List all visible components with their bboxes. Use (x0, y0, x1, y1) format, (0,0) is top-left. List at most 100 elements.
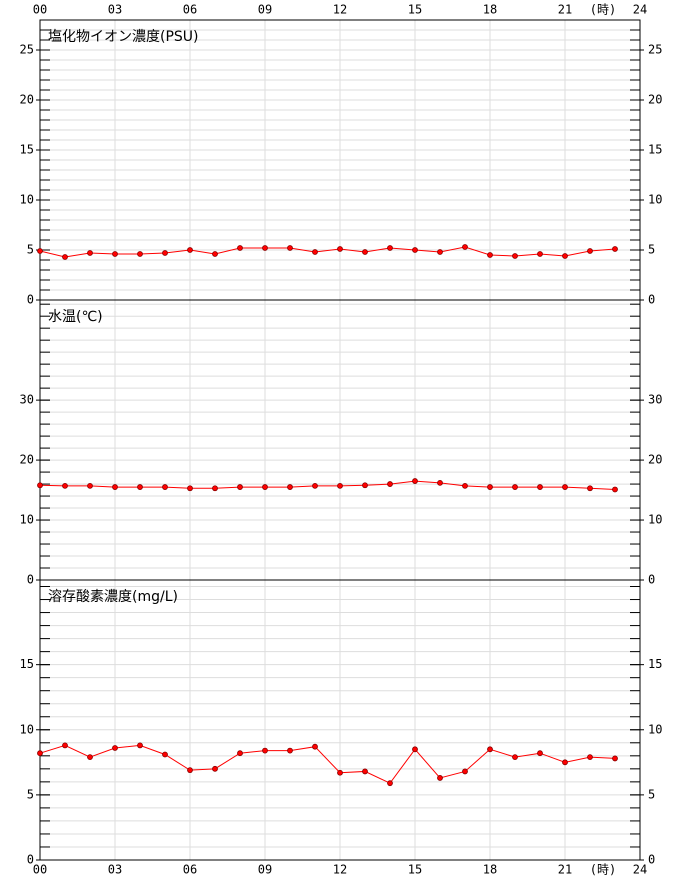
x-tick-label: 03 (108, 863, 122, 877)
data-point (87, 482, 93, 489)
data-point (312, 249, 318, 255)
panel-title: 塩化物イオン濃度(PSU) (48, 29, 199, 45)
data-point (262, 245, 268, 251)
y-tick-label: 10 (20, 193, 34, 207)
panel-title: 水温(℃) (48, 309, 103, 325)
x-tick-label: 00 (33, 863, 47, 877)
data-point (587, 485, 593, 492)
data-point (362, 768, 368, 775)
x-tick-label: 00 (33, 3, 47, 17)
panel-title: 溶存酸素濃度(mg/L) (48, 589, 178, 605)
y-tick-label: 10 (20, 513, 34, 527)
y-tick-label: 20 (648, 93, 662, 107)
x-tick-label: 12 (333, 3, 347, 17)
x-tick-label: 15 (408, 3, 422, 17)
data-point (287, 747, 293, 754)
data-point (262, 747, 268, 754)
data-point (537, 484, 543, 490)
y-tick-label: 15 (20, 143, 34, 157)
x-tick-label: 12 (333, 863, 347, 877)
x-tick-label: 09 (258, 3, 272, 17)
data-point (37, 750, 43, 757)
series-line (39, 480, 616, 490)
y-tick-label: 0 (27, 293, 34, 307)
data-point (62, 742, 68, 749)
data-point (537, 750, 543, 757)
data-point (462, 768, 468, 775)
data-point (462, 244, 468, 250)
data-point (137, 251, 143, 257)
data-point (562, 759, 568, 766)
data-point (387, 780, 393, 787)
data-point (187, 767, 193, 774)
data-point (162, 484, 168, 490)
y-tick-label: 0 (27, 573, 34, 587)
data-point (262, 484, 268, 490)
y-tick-label: 5 (648, 787, 655, 801)
y-tick-label: 15 (20, 657, 34, 671)
data-point (387, 245, 393, 251)
data-point (412, 478, 418, 484)
data-point (487, 252, 493, 258)
x-tick-label: 09 (258, 863, 272, 877)
x-tick-label: 15 (408, 863, 422, 877)
data-point (87, 754, 93, 761)
data-point (212, 485, 218, 492)
data-point (112, 745, 118, 751)
data-point (612, 755, 618, 762)
data-point (312, 482, 318, 489)
y-tick-label: 5 (27, 787, 34, 801)
y-tick-label: 0 (648, 853, 655, 867)
series-line (39, 246, 616, 258)
y-tick-label: 5 (27, 243, 34, 257)
y-tick-label: 5 (648, 243, 655, 257)
data-point (512, 253, 518, 259)
data-point (362, 249, 368, 255)
x-tick-label: 18 (483, 863, 497, 877)
data-point (612, 246, 618, 252)
x-tick-label: 21 (558, 3, 572, 17)
data-point (337, 246, 343, 252)
data-point (237, 484, 243, 490)
data-point (462, 482, 468, 489)
x-tick-label: 03 (108, 3, 122, 17)
y-tick-label: 15 (648, 657, 662, 671)
data-point (437, 249, 443, 255)
y-tick-label: 30 (20, 393, 34, 407)
data-point (137, 484, 143, 490)
data-point (62, 254, 68, 260)
series-line (39, 744, 616, 784)
data-point (162, 250, 168, 256)
data-point (537, 251, 543, 257)
data-point (512, 754, 518, 761)
y-tick-label: 0 (27, 853, 34, 867)
data-point (562, 253, 568, 259)
data-point (612, 486, 618, 493)
data-point (487, 484, 493, 490)
x-tick-label: 24 (633, 863, 647, 877)
x-axis-label: (時) (590, 863, 616, 877)
data-point (312, 743, 318, 750)
x-axis-label: (時) (590, 3, 616, 17)
y-tick-label: 10 (648, 513, 662, 527)
y-tick-label: 0 (648, 293, 655, 307)
data-point (437, 775, 443, 781)
data-point (337, 482, 343, 489)
y-tick-label: 15 (648, 143, 662, 157)
x-tick-label: 21 (558, 863, 572, 877)
data-point (362, 482, 368, 489)
data-point (187, 485, 193, 492)
y-tick-label: 30 (648, 393, 662, 407)
data-point (412, 247, 418, 253)
y-tick-label: 10 (20, 722, 34, 736)
y-tick-label: 20 (648, 453, 662, 467)
plot-frame (39, 579, 641, 861)
data-point (112, 251, 118, 257)
data-point (37, 248, 43, 254)
data-point (162, 751, 168, 758)
data-point (287, 484, 293, 490)
x-tick-label: 06 (183, 3, 197, 17)
data-point (412, 746, 418, 753)
data-point (212, 251, 218, 257)
